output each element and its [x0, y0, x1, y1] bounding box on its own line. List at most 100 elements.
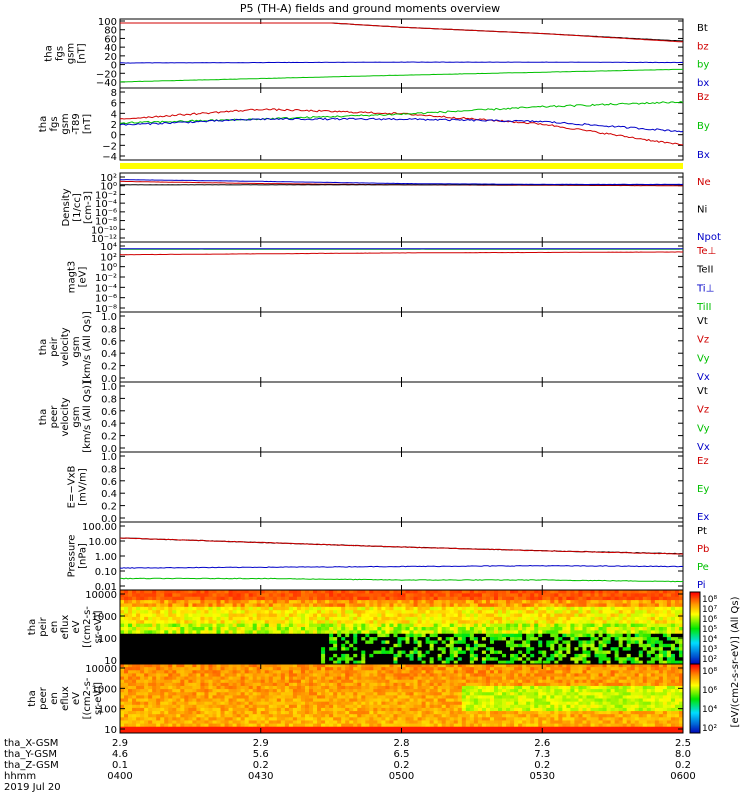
spectrogram-cell	[586, 613, 592, 618]
spectrogram-cell	[156, 667, 161, 671]
spectrogram-cell	[248, 640, 254, 645]
spectrogram-cell	[441, 593, 447, 598]
spectrogram-cell	[276, 698, 282, 703]
spectrogram-cell	[240, 698, 246, 703]
spectrogram-cell	[260, 627, 266, 631]
spectrogram-cell	[276, 620, 282, 625]
spectrogram-cell	[337, 717, 342, 721]
spectrogram-cell	[341, 720, 346, 725]
spectrogram-cell	[148, 606, 153, 611]
spectrogram-cell	[192, 600, 197, 604]
spectrogram-cell	[377, 717, 382, 721]
spectrogram-cell	[381, 653, 386, 658]
spectrogram-cell	[558, 596, 563, 601]
spectrogram-cell	[288, 616, 294, 621]
spectrogram-cell	[288, 627, 294, 631]
y-axis-label-line: [cm-3]	[83, 191, 94, 224]
spectrogram-cell	[136, 676, 141, 681]
spectrogram-cell	[465, 596, 471, 601]
spectrogram-cell	[353, 695, 358, 699]
spectrogram-cell	[325, 606, 330, 611]
spectrogram-cell	[357, 627, 362, 631]
spectrogram-cell	[405, 647, 411, 652]
spectrogram-cell	[184, 717, 189, 721]
spectrogram-cell	[554, 647, 559, 652]
spectrogram-cell	[204, 676, 209, 681]
spectrogram-cell	[345, 647, 350, 652]
spectrogram-cell	[638, 596, 644, 601]
spectrogram-cell	[514, 603, 519, 608]
spectrogram-cell	[357, 590, 362, 594]
spectrogram-cell	[389, 600, 394, 604]
spectrogram-cell	[244, 596, 250, 601]
spectrogram-cell	[389, 627, 394, 631]
spectrogram-cell	[272, 593, 278, 598]
spectrogram-cell	[670, 593, 676, 598]
spectrogram-cell	[469, 627, 475, 631]
spectrogram-cell	[264, 627, 270, 631]
spectrogram-cell	[128, 673, 133, 678]
spectrogram-cell	[168, 596, 173, 601]
spectrogram-cell	[325, 714, 330, 718]
spectrogram-cell	[152, 679, 157, 684]
spectrogram-cell	[200, 603, 205, 608]
spectrogram-cell	[264, 682, 270, 687]
spectrogram-cell	[405, 630, 411, 635]
spectrogram-cell	[240, 670, 246, 674]
spectrogram-cell	[196, 664, 201, 668]
spectrogram-cell	[598, 620, 604, 625]
spectrogram-cell	[321, 606, 326, 611]
y-tick-label: 10⁻²	[95, 190, 117, 201]
spectrogram-cell	[622, 627, 628, 631]
spectrogram-cell	[590, 630, 596, 635]
spectrogram-cell	[192, 682, 197, 687]
spectrogram-cell	[514, 633, 519, 638]
spectrogram-cell	[168, 667, 173, 671]
spectrogram-cell	[220, 590, 226, 594]
spectrogram-cell	[610, 650, 616, 655]
spectrogram-cell	[413, 660, 419, 665]
spectrogram-cell	[469, 610, 475, 615]
spectrogram-cell	[409, 650, 415, 655]
spectrogram-cell	[658, 653, 664, 658]
y-tick-label: −20	[96, 69, 117, 80]
spectrogram-cell	[481, 640, 487, 645]
spectrogram-cell	[168, 623, 173, 628]
spectrogram-cell	[369, 657, 374, 662]
spectrogram-cell	[228, 643, 234, 648]
spectrogram-cell	[132, 637, 137, 641]
spectrogram-cell	[284, 633, 290, 638]
spectrogram-cell	[590, 633, 596, 638]
spectrogram-cell	[252, 627, 258, 631]
spectrogram-cell	[646, 627, 652, 631]
spectrogram-cell	[389, 593, 394, 598]
spectrogram-cell	[578, 593, 583, 598]
spectrogram-cell	[288, 603, 294, 608]
spectrogram-cell	[216, 698, 222, 703]
spectrogram-cell	[152, 603, 157, 608]
spectrogram-cell	[152, 667, 157, 671]
spectrogram-cell	[349, 627, 354, 631]
spectrogram-cell	[172, 676, 177, 681]
spectrogram-cell	[489, 647, 495, 652]
spectrogram-cell	[224, 650, 230, 655]
spectrogram-cell	[341, 660, 346, 665]
spectrogram-cell	[574, 610, 579, 615]
spectrogram-cell	[638, 650, 644, 655]
spectrogram-cell	[373, 689, 378, 693]
spectrogram-cell	[574, 643, 579, 648]
spectrogram-cell	[264, 685, 270, 690]
spectrogram-cell	[401, 640, 407, 645]
spectrogram-cell	[268, 593, 274, 598]
spectrogram-cell	[618, 593, 624, 598]
spectrogram-cell	[325, 707, 330, 712]
spectrogram-cell	[220, 650, 226, 655]
spectrogram-cell	[144, 689, 149, 693]
spectrogram-cell	[300, 600, 306, 604]
spectrogram-cell	[341, 606, 346, 611]
spectrogram-cell	[248, 714, 254, 718]
spectrogram-cell	[481, 620, 487, 625]
spectrogram-cell	[140, 653, 145, 658]
spectrogram-cell	[228, 670, 234, 674]
spectrogram-cell	[140, 650, 145, 655]
